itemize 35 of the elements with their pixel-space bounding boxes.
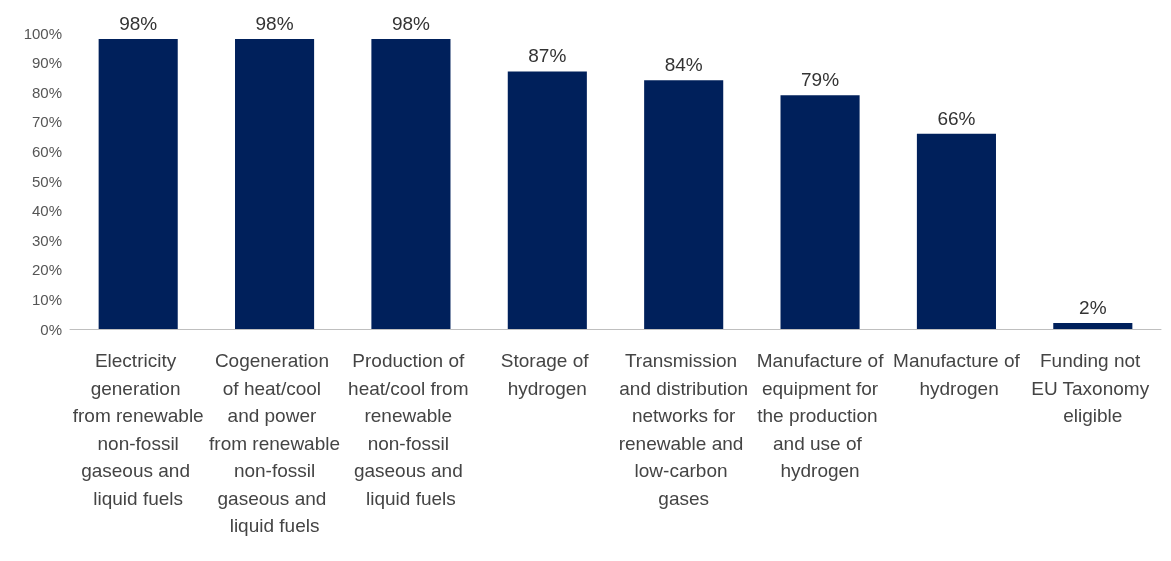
bar [98, 38, 178, 329]
y-tick-label: 10% [31, 290, 62, 308]
y-tick-label: 60% [31, 142, 62, 160]
x-tick-label: Funding not EU Taxonomy eligible [1031, 350, 1155, 427]
bar [644, 80, 724, 329]
x-tick-label: Storage of hydrogen [500, 350, 594, 399]
y-tick-label: 40% [31, 202, 62, 220]
data-label: 79% [801, 69, 840, 91]
data-label: 98% [255, 12, 294, 34]
x-tick-label: Transmission and distribution networks for renewable and low-carbon gases [618, 350, 749, 509]
x-tick-label: Manufacture of hydrogen [893, 350, 1021, 399]
x-tick-label: Production of heat/cool from renewable non-fossil gaseous and liquid fuels [348, 350, 474, 509]
y-tick-label: 100% [23, 24, 62, 42]
bar [916, 133, 996, 329]
y-tick-label: 50% [31, 172, 62, 190]
x-tick-label: Manufacture of equipment for the production and use of hydrogen [756, 350, 885, 482]
bar [235, 38, 315, 329]
y-tick-label: 0% [40, 320, 62, 338]
bar [507, 71, 587, 329]
data-label: 66% [937, 107, 976, 129]
data-label: 2% [1079, 297, 1107, 319]
y-tick-label: 20% [31, 261, 62, 279]
bar [371, 38, 451, 329]
bar [1053, 323, 1133, 329]
data-label: 87% [528, 45, 567, 67]
x-tick-label: Electricity generation from renewable non-fossil gaseous and liquid fuels [72, 350, 204, 509]
data-label: 98% [391, 12, 431, 34]
y-tick-label: 70% [31, 113, 62, 131]
y-tick-label: 80% [31, 83, 62, 101]
x-tick-label: Cogeneration of heat/cool and power from renewable non-fossil gaseous and liquid fuels [209, 350, 341, 537]
y-tick-label: 90% [31, 54, 62, 72]
bar [780, 95, 860, 329]
y-tick-label: 30% [31, 231, 62, 249]
data-label: 84% [664, 54, 703, 76]
data-label: 98% [119, 12, 158, 34]
